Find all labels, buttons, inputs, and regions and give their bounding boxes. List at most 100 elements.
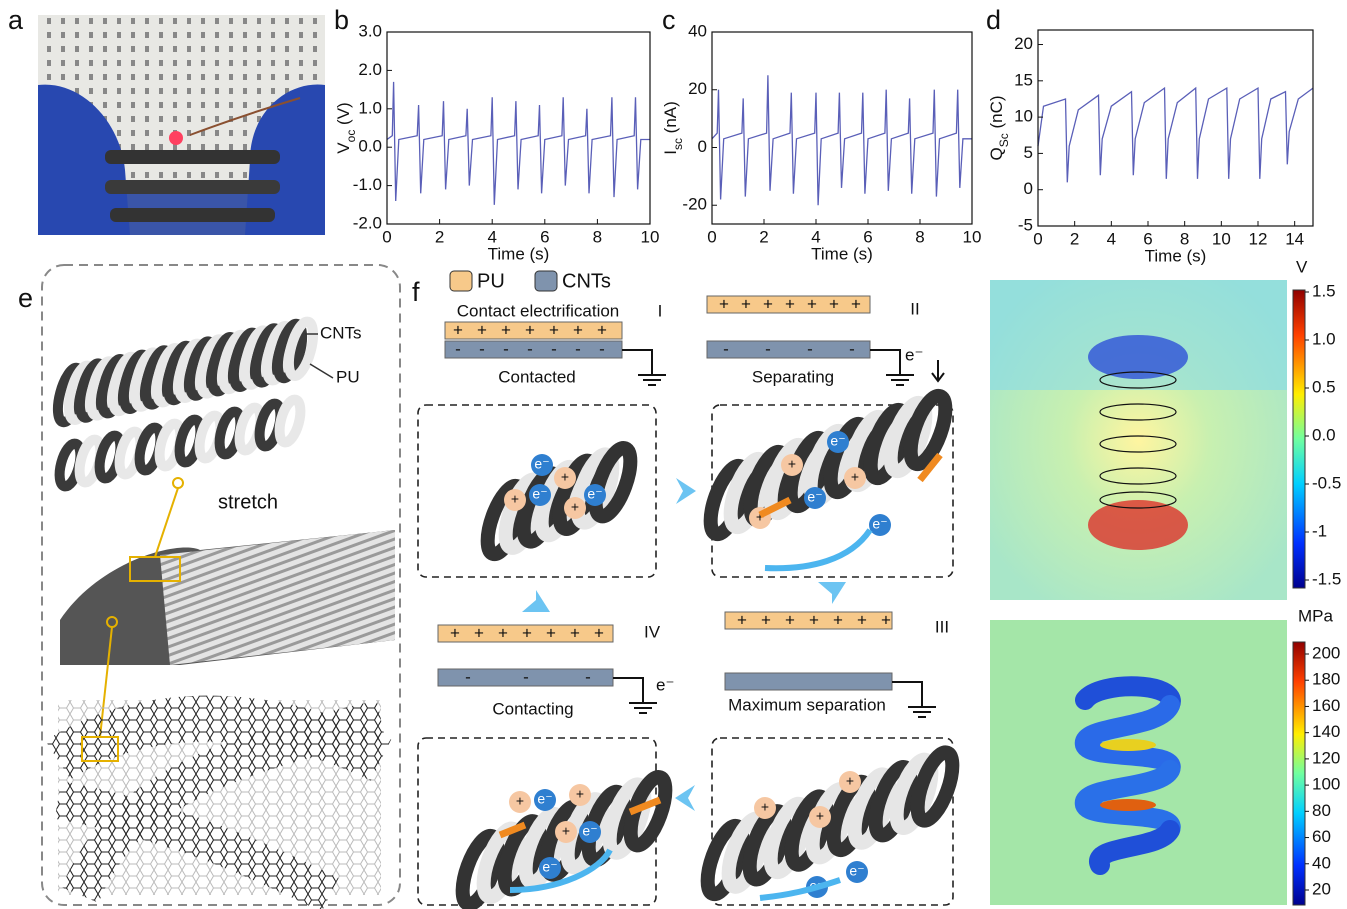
y-tick-label: -20	[682, 195, 707, 214]
y-axis-label-part: sc	[671, 138, 685, 150]
colorbar-tick-label: 1.0	[1312, 329, 1336, 348]
layer	[725, 673, 892, 690]
charge-sign: +	[857, 610, 867, 629]
x-tick-label: 0	[707, 227, 716, 246]
colorbar-tick-label: 200	[1312, 643, 1340, 662]
y-axis-label: Isc (nA)	[661, 101, 685, 155]
charge-sign: +	[761, 610, 771, 629]
colorbar-tick-label: 100	[1312, 775, 1340, 794]
stage-caption: Maximum separation	[728, 695, 886, 714]
panel-label: d	[986, 5, 1001, 35]
y-tick-label: 0	[1024, 179, 1033, 198]
y-tick-label: -5	[1018, 215, 1033, 234]
charge-sign: +	[829, 294, 839, 313]
y-tick-label: -1.0	[353, 175, 382, 194]
colorbar-tick-label: 1.5	[1312, 281, 1336, 300]
charge-sign: +	[594, 623, 604, 642]
figure: a b c d e f g h PUCNTs CNTs PU stretch C…	[0, 0, 1347, 909]
x-tick-label: 2	[435, 227, 444, 246]
charge-sign: +	[881, 610, 891, 629]
x-tick-label: 8	[915, 227, 924, 246]
charge-sign: +	[573, 320, 583, 339]
charge-sign: +	[511, 491, 519, 507]
electron-label: e⁻	[807, 489, 822, 505]
data-line	[387, 82, 650, 205]
electron-label: e⁻	[872, 516, 887, 532]
panel-label: a	[8, 5, 24, 35]
stage-numeral: II	[910, 299, 919, 318]
x-tick-label: 10	[1212, 229, 1231, 248]
charge-sign: +	[597, 320, 607, 339]
x-tick-label: 2	[759, 227, 768, 246]
colorbar-tick-label: -1.5	[1312, 569, 1341, 588]
colorbar-tick-label: 0.5	[1312, 377, 1336, 396]
charge-sign: +	[816, 808, 824, 824]
panel-label: e	[18, 283, 33, 313]
y-tick-label: 1.0	[358, 98, 382, 117]
y-tick-label: 20	[688, 79, 707, 98]
y-axis-label-part: oc	[344, 130, 358, 143]
y-axis-label-part: (nC)	[987, 95, 1006, 133]
y-tick-label: 2.0	[358, 60, 382, 79]
charge-sign: +	[450, 623, 460, 642]
charge-sign: +	[833, 610, 843, 629]
charge-sign: +	[576, 786, 584, 802]
x-tick-label: 12	[1249, 229, 1268, 248]
charge-sign: -	[723, 339, 729, 358]
charge-sign: -	[465, 667, 471, 686]
charge-sign: -	[765, 339, 771, 358]
ground-wire	[622, 350, 652, 375]
layer	[707, 341, 870, 358]
charge-sign: +	[785, 610, 795, 629]
legend-swatch	[535, 271, 557, 291]
charge-sign: +	[453, 320, 463, 339]
colorbar-tick-label: 20	[1312, 879, 1331, 898]
charge-sign: +	[546, 623, 556, 642]
annotation: PU	[336, 367, 360, 386]
ground-wire	[870, 350, 900, 375]
charge-sign: -	[599, 339, 605, 358]
charge-sign: -	[455, 339, 461, 358]
colorbar-tick-label: 60	[1312, 827, 1331, 846]
charge-sign: -	[585, 667, 591, 686]
data-line	[712, 75, 972, 205]
electron-label: e⁻	[830, 433, 845, 449]
y-axis-label-part: (nA)	[661, 101, 680, 138]
x-tick-label: 0	[382, 227, 391, 246]
charge-sign: -	[523, 667, 529, 686]
electron-label: e⁻	[534, 456, 549, 472]
colorbar-unit: MPa	[1298, 606, 1334, 625]
y-tick-label: 0.0	[358, 137, 382, 156]
charge-sign: +	[498, 623, 508, 642]
y-tick-label: 0	[698, 137, 707, 156]
charge-sign: -	[479, 339, 485, 358]
photo	[38, 15, 325, 235]
y-axis-label-part: (V)	[334, 102, 353, 129]
y-axis-label: QSc (nC)	[987, 95, 1011, 160]
colorbar-tick-label: 140	[1312, 722, 1340, 741]
annotation: CNTs	[320, 323, 362, 342]
panel-label: b	[334, 5, 349, 35]
x-tick-label: 10	[963, 227, 982, 246]
charge-sign: +	[549, 320, 559, 339]
y-tick-label: 5	[1024, 143, 1033, 162]
charge-sign: +	[851, 294, 861, 313]
panel-g: V 1.51.00.50.0-0.5-1-1.5	[990, 257, 1341, 600]
y-axis-label-part: Q	[987, 147, 1006, 160]
x-tick-label: 14	[1285, 229, 1304, 248]
colorbar-unit: V	[1296, 257, 1308, 276]
panel-label: f	[412, 277, 420, 307]
colorbar-tick-label: 80	[1312, 801, 1331, 820]
y-tick-label: 20	[1014, 34, 1033, 53]
charge-sign: +	[522, 623, 532, 642]
charge-sign: +	[562, 823, 570, 839]
electron-label: e⁻	[532, 486, 547, 502]
charge-sign: -	[527, 339, 533, 358]
x-tick-label: 4	[1107, 229, 1116, 248]
electron-label: e⁻	[582, 823, 597, 839]
layer	[445, 341, 622, 358]
colorbar-tick-label: 0.0	[1312, 425, 1336, 444]
y-axis-label: Voc (V)	[334, 102, 358, 153]
y-axis-label-part: Sc	[997, 133, 1011, 147]
